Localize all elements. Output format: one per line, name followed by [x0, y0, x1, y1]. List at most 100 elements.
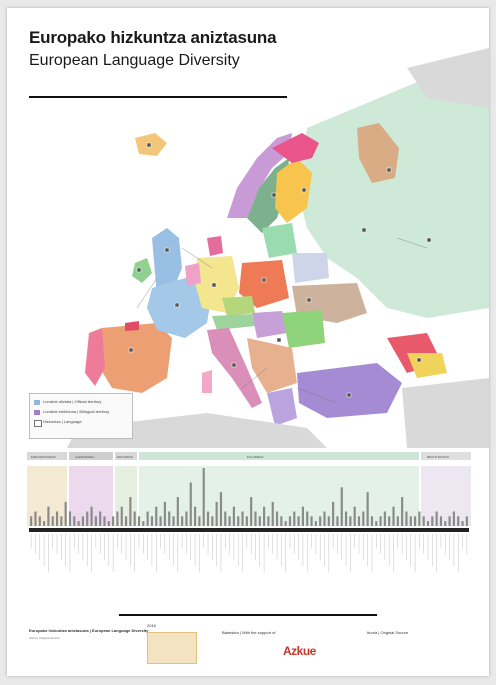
- bar: [224, 511, 227, 526]
- bar: [405, 511, 408, 526]
- sardinia: [202, 370, 212, 393]
- bar: [362, 511, 365, 526]
- bar: [426, 521, 430, 526]
- footer-note: Iturria | Original Source: [29, 636, 60, 640]
- great-britain: [152, 228, 182, 296]
- bar: [435, 511, 438, 526]
- bar: [142, 521, 145, 526]
- bar: [150, 516, 154, 526]
- bar: [51, 516, 54, 526]
- bar: [422, 516, 425, 526]
- bar: [43, 521, 46, 526]
- header-label: BESTE BATZUK: [427, 455, 449, 459]
- bar: [344, 511, 348, 526]
- partner-logo: [147, 632, 197, 664]
- bar: [414, 516, 417, 526]
- title-rule: [29, 96, 287, 98]
- bar: [185, 511, 188, 526]
- footer-source: Iturria | Original Source: [367, 630, 409, 635]
- bar: [124, 516, 128, 526]
- map-legend: Lurralde ofiziala | Official territory L…: [29, 393, 133, 439]
- bar: [202, 468, 205, 526]
- language-markers: [128, 142, 432, 398]
- bar: [388, 516, 391, 526]
- benelux: [185, 263, 201, 286]
- bar-group: [30, 468, 468, 526]
- bar: [340, 487, 343, 526]
- czechia: [222, 296, 255, 316]
- bar: [314, 521, 317, 526]
- italy: [207, 328, 262, 408]
- bar: [275, 511, 279, 526]
- bar: [64, 501, 67, 526]
- bar: [297, 516, 300, 526]
- bar: [396, 516, 399, 526]
- bar: [86, 511, 89, 526]
- bar: [99, 511, 102, 526]
- bar: [30, 516, 33, 526]
- bar: [206, 511, 210, 526]
- bar: [357, 516, 361, 526]
- finland: [275, 158, 312, 223]
- basque-country: [125, 321, 139, 331]
- azkue-logo: Azkue: [283, 644, 316, 658]
- hungary: [252, 311, 287, 338]
- bar: [73, 516, 76, 526]
- bar: [271, 501, 274, 526]
- poland: [239, 260, 289, 308]
- bar: [431, 516, 434, 526]
- bar: [306, 511, 309, 526]
- bar: [120, 506, 123, 526]
- bar: [452, 511, 455, 526]
- bar: [284, 521, 287, 526]
- bar: [448, 516, 451, 526]
- bar: [146, 511, 149, 526]
- bar: [375, 521, 378, 526]
- bar: [258, 516, 261, 526]
- column-bands: [27, 466, 471, 526]
- denmark: [207, 236, 223, 256]
- romania: [282, 310, 325, 348]
- bar: [250, 497, 253, 526]
- ireland: [132, 258, 152, 283]
- header-label: ALEMANIERA: [75, 455, 94, 459]
- bar: [237, 516, 240, 526]
- bar: [280, 516, 283, 526]
- legend-swatch: [34, 420, 42, 427]
- legend-label: Hizkuntza | Language: [43, 419, 82, 424]
- chart-header: ERROMANTZEAK ALEMANIERA ERTARRAK ESLABIE…: [27, 452, 471, 460]
- connector-lines: [136, 237, 428, 404]
- bar: [379, 516, 382, 526]
- bar: [129, 497, 132, 526]
- bar: [263, 506, 266, 526]
- bar: [465, 516, 468, 526]
- bar: [439, 516, 443, 526]
- bar: [47, 506, 50, 526]
- lapland: [272, 133, 319, 163]
- bar: [194, 506, 197, 526]
- bar: [107, 521, 110, 526]
- bar: [189, 482, 192, 526]
- bar: [301, 506, 304, 526]
- bar: [336, 516, 339, 526]
- footer-support: Babeslea | With the support of: [222, 630, 276, 635]
- bar: [228, 516, 231, 526]
- bar: [323, 511, 326, 526]
- bar: [90, 506, 93, 526]
- header-label: ESLABIERA: [247, 455, 264, 459]
- belarus: [292, 253, 329, 283]
- poster: Europako hizkuntza aniztasuna European L…: [7, 8, 489, 676]
- legend-item: Hizkuntza | Language: [34, 419, 130, 427]
- footer-title: Europako hizkuntza aniztasuna | European…: [29, 628, 149, 633]
- bar: [245, 516, 248, 526]
- bar: [383, 511, 386, 526]
- bar: [457, 516, 460, 526]
- footer-year: 2016: [147, 623, 156, 628]
- bar: [81, 516, 84, 526]
- bar: [392, 506, 395, 526]
- bar: [310, 516, 313, 526]
- siberia-grey: [407, 48, 489, 108]
- poster-subtitle: European Language Diversity: [29, 52, 240, 69]
- bar: [181, 516, 184, 526]
- legend-swatch: [34, 410, 40, 415]
